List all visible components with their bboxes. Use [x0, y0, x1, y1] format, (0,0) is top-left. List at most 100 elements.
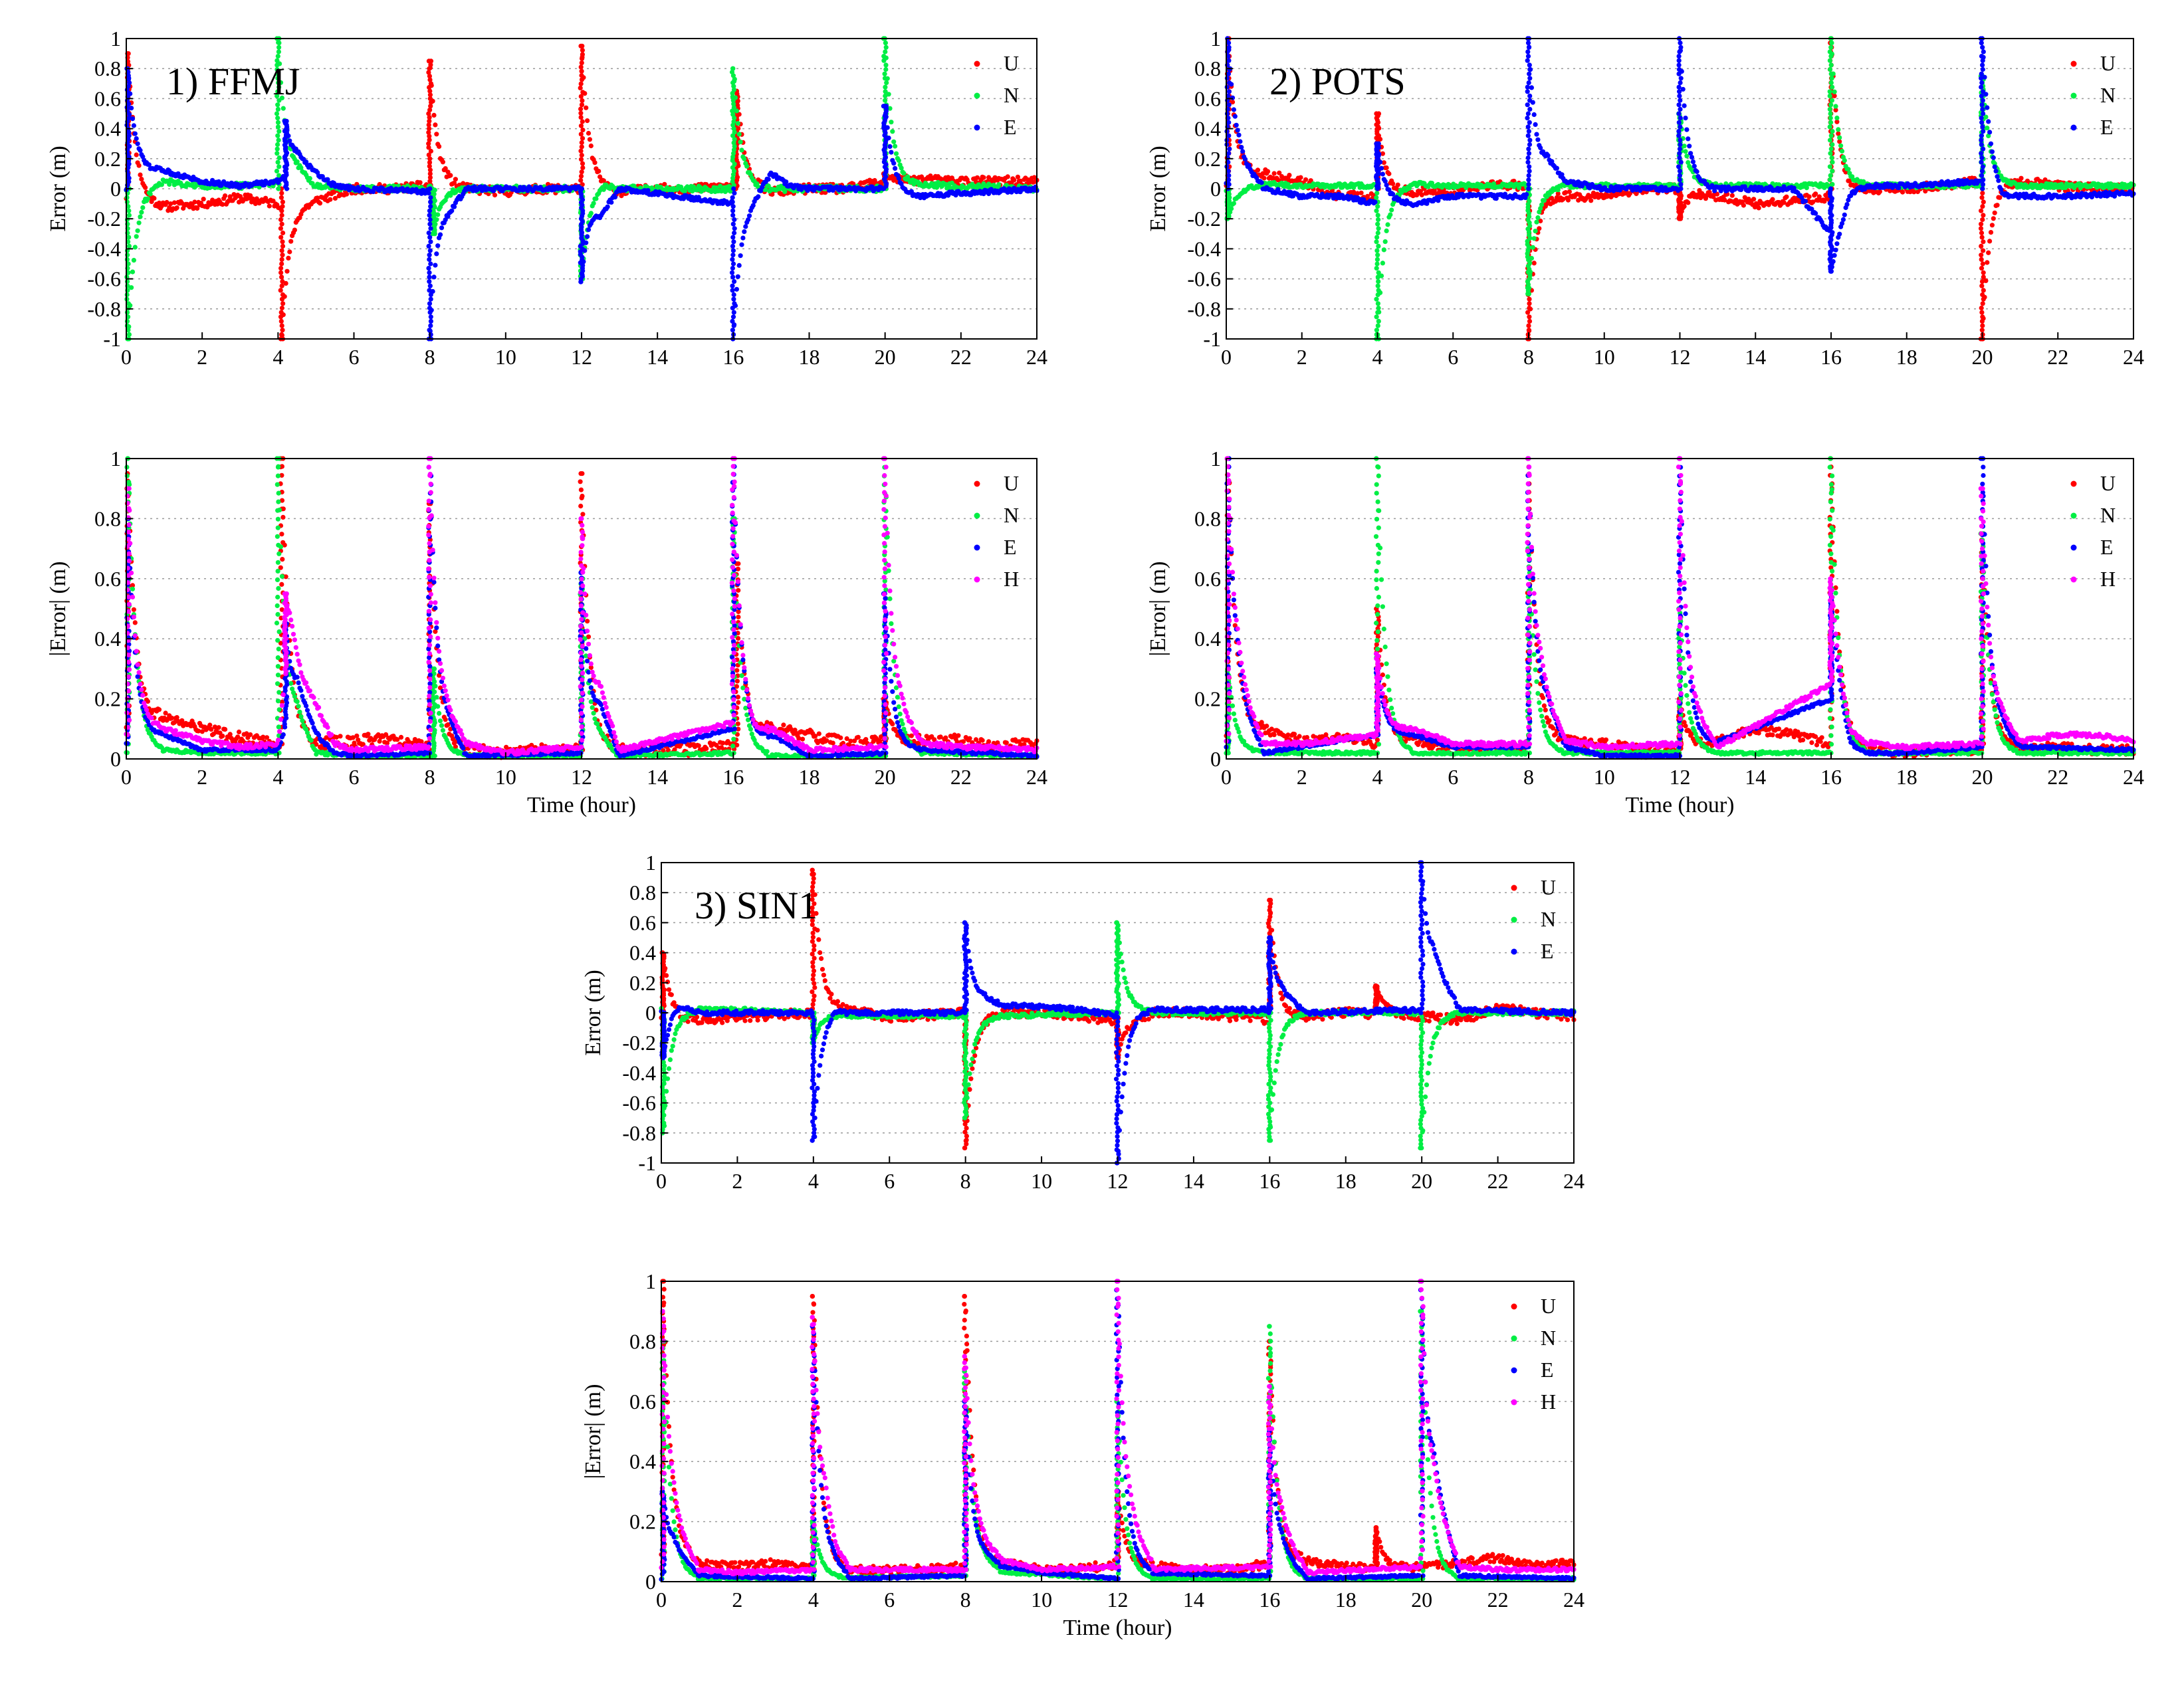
point-N — [592, 716, 598, 722]
spike-point-N — [431, 666, 437, 672]
spike-point-E — [730, 314, 736, 320]
spike-point-N — [275, 508, 280, 513]
spike-point-U — [279, 221, 284, 227]
spike-point-U — [580, 119, 585, 124]
point-E — [461, 746, 466, 751]
spike-point-U — [578, 115, 584, 120]
point-U — [431, 112, 437, 118]
point-N — [307, 175, 312, 181]
point-N — [439, 723, 445, 728]
spike-point-N — [276, 45, 282, 50]
spike-point-U — [579, 102, 585, 108]
spike-point-N — [124, 310, 130, 315]
point-N — [135, 228, 140, 233]
point-U — [344, 191, 350, 197]
spike-point-N — [275, 133, 280, 138]
point-U — [588, 143, 594, 149]
point-U — [248, 193, 253, 198]
spike-point-E — [427, 310, 433, 315]
spike-point-E — [730, 274, 736, 280]
point-N — [594, 196, 599, 201]
spike-point-U — [280, 279, 285, 284]
point-U — [781, 722, 786, 728]
spike-point-U — [578, 132, 584, 137]
spike-point-E — [427, 283, 433, 288]
spike-point-U — [579, 72, 584, 78]
point-E — [304, 703, 309, 708]
point-E — [891, 161, 897, 166]
point-E — [437, 232, 443, 237]
point-U — [149, 199, 154, 204]
legend-label-U: U — [1004, 51, 1019, 75]
spike-point-U — [280, 253, 285, 258]
point-N — [298, 714, 304, 719]
point-U — [1012, 177, 1017, 183]
point-N — [588, 211, 594, 216]
point-E — [612, 195, 618, 200]
point-E — [742, 229, 747, 235]
point-N — [890, 129, 895, 134]
spike-point-N — [883, 66, 889, 72]
spike-point-N — [276, 551, 282, 556]
spike-point-N — [275, 594, 280, 600]
spike-point-U — [578, 94, 584, 99]
spike-point-E — [730, 257, 735, 262]
spike-point-E — [426, 230, 431, 236]
spike-point-N — [883, 45, 889, 50]
point-N — [297, 709, 302, 714]
point-E — [434, 251, 439, 257]
point-N — [748, 726, 753, 732]
spike-point-U — [278, 288, 283, 293]
spike-point-E — [730, 283, 735, 288]
spike-point-U — [578, 81, 584, 86]
spike-point-E — [730, 266, 735, 271]
spike-point-U — [279, 532, 284, 537]
point-E — [734, 286, 739, 292]
spike-point-E — [730, 248, 736, 253]
point-E — [431, 274, 437, 280]
spike-point-N — [730, 744, 736, 749]
spike-point-N — [882, 76, 888, 81]
spike-point-U — [280, 514, 286, 520]
spike-point-U — [279, 208, 284, 213]
spike-point-N — [274, 146, 280, 152]
x-tick-label: 12 — [571, 345, 592, 369]
spike-point-U — [279, 274, 284, 280]
spike-point-E — [427, 248, 433, 253]
point-U — [143, 185, 148, 190]
spike-point-N — [275, 473, 280, 478]
spike-point-E — [427, 279, 432, 284]
spike-point-E — [428, 239, 433, 245]
point-U — [981, 175, 986, 180]
point-N — [591, 201, 596, 206]
spike-point-N — [126, 235, 132, 240]
x-tick-label: 22 — [950, 345, 972, 369]
spike-point-U — [278, 270, 284, 275]
spike-point-E — [428, 261, 433, 266]
point-N — [132, 245, 138, 250]
spike-point-U — [579, 68, 584, 74]
point-E — [298, 688, 304, 693]
x-tick-label: 20 — [875, 345, 896, 369]
spike-point-N — [883, 93, 888, 98]
spike-point-N — [276, 490, 281, 496]
point-E — [889, 150, 894, 155]
chart-ffmj-signed: 0 2 4 6 8 10 12 14 16 18 20 22 24-1-0.8-0.6-0.4-0.20… — [46, 27, 1047, 369]
y-tick-label: 0.2 — [94, 147, 121, 171]
point-U — [216, 725, 221, 730]
spike-point-N — [275, 638, 280, 643]
point-U — [248, 732, 253, 738]
spike-point-U — [280, 243, 286, 249]
spike-point-N — [274, 577, 280, 583]
point-E — [893, 165, 898, 171]
spike-point-U — [278, 195, 284, 200]
spike-point-N — [276, 186, 281, 191]
point-U — [292, 227, 297, 233]
spike-point-N — [276, 49, 281, 54]
y-tick-label: 0.4 — [94, 117, 121, 141]
spike-point-E — [428, 226, 433, 231]
point-U — [288, 239, 294, 244]
spike-point-U — [278, 266, 284, 271]
spike-point-N — [275, 106, 280, 112]
